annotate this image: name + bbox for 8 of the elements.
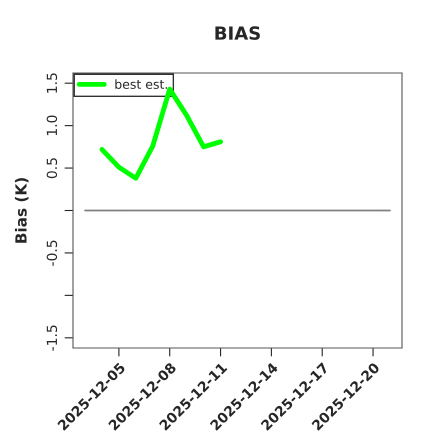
- y-tick-label: 1.0: [46, 116, 58, 136]
- legend-label: best est.: [115, 79, 167, 89]
- y-axis-title: Bias (K): [14, 178, 29, 243]
- y-tick-label: 0.5: [46, 158, 58, 178]
- y-tick-label: 1.5: [46, 73, 58, 93]
- y-tick-label: -0.5: [46, 240, 58, 266]
- chart-title: BIAS: [215, 26, 260, 40]
- y-tick-label: -1.5: [46, 325, 58, 351]
